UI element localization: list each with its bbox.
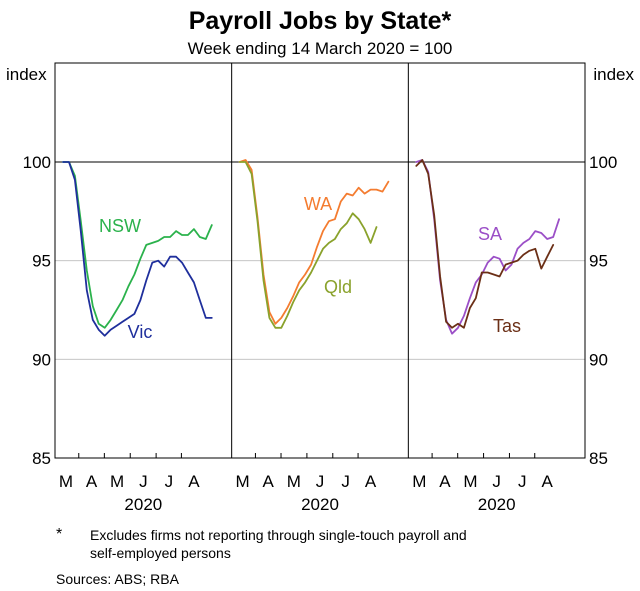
series-label-qld: Qld <box>324 277 352 297</box>
series-label-vic: Vic <box>128 322 153 342</box>
x-tick-label-p1-5: J <box>165 472 174 491</box>
x-tick-label-p3-3: M <box>463 472 477 491</box>
chart-subtitle: Week ending 14 March 2020 = 100 <box>188 39 453 58</box>
series-line-nsw <box>62 161 213 329</box>
sources: Sources: ABS; RBA <box>56 571 179 587</box>
footnote-line-2: self-employed persons <box>90 545 231 561</box>
y-tick-right-90: 90 <box>589 350 608 369</box>
x-tick-label-p3-6: A <box>542 472 554 491</box>
x-tick-label-p2-3: M <box>287 472 301 491</box>
x-tick-label-p1-6: A <box>188 472 200 491</box>
year-label-p2: 2020 <box>301 495 339 514</box>
chart-title: Payroll Jobs by State* <box>189 7 452 35</box>
series-label-wa: WA <box>304 194 332 214</box>
footnote-marker: * <box>56 526 63 543</box>
year-label-p1: 2020 <box>124 495 162 514</box>
series-label-tas: Tas <box>493 316 521 336</box>
x-tick-label-p2-4: J <box>316 472 325 491</box>
footnote-line-1: Excludes firms not reporting through sin… <box>90 527 467 543</box>
series-line-qld <box>238 161 378 329</box>
x-tick-label-p2-6: A <box>365 472 377 491</box>
year-label-p3: 2020 <box>478 495 516 514</box>
y-tick-right-100: 100 <box>589 153 617 172</box>
series-line-tas <box>415 159 555 329</box>
x-tick-label-p2-5: J <box>341 472 350 491</box>
x-tick-label-p1-4: J <box>139 472 148 491</box>
x-tick-label-p3-4: J <box>492 472 501 491</box>
x-tick-label-p1-1: M <box>59 472 73 491</box>
x-tick-label-p3-2: A <box>439 472 451 491</box>
x-tick-label-p1-3: M <box>110 472 124 491</box>
y-axis-label-left: index <box>6 65 47 84</box>
y-tick-right-95: 95 <box>589 252 608 271</box>
series-line-wa <box>238 159 390 325</box>
x-tick-label-p3-5: J <box>518 472 527 491</box>
y-tick-left-85: 85 <box>32 449 51 468</box>
y-axis-label-right: index <box>593 65 634 84</box>
y-tick-right-85: 85 <box>589 449 608 468</box>
x-tick-label-p2-1: M <box>236 472 250 491</box>
y-tick-left-100: 100 <box>23 153 51 172</box>
series-label-nsw: NSW <box>99 216 141 236</box>
x-tick-label-p3-1: M <box>412 472 426 491</box>
x-tick-label-p2-2: A <box>263 472 275 491</box>
y-tick-left-90: 90 <box>32 350 51 369</box>
plot-frame <box>54 62 586 459</box>
y-tick-left-95: 95 <box>32 252 51 271</box>
series-label-sa: SA <box>478 224 502 244</box>
x-tick-label-p1-2: A <box>86 472 98 491</box>
series-line-vic <box>62 161 213 337</box>
